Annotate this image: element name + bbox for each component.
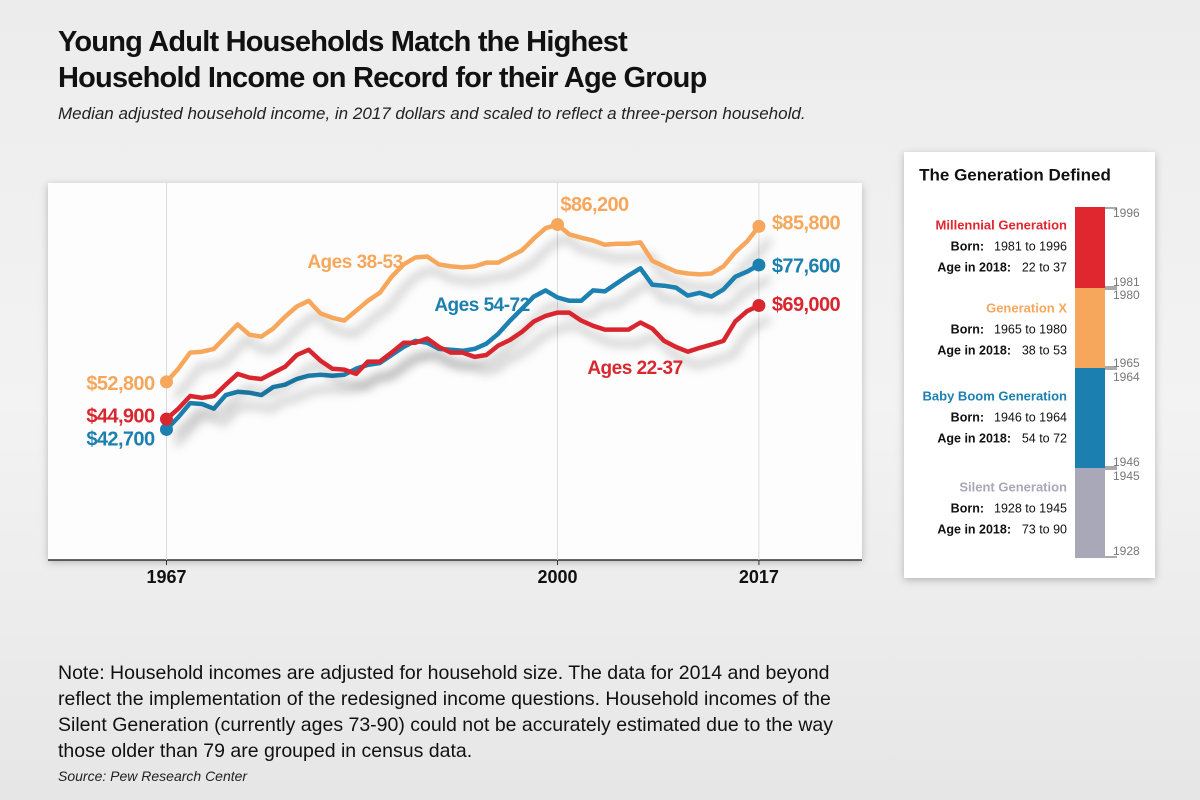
born-label: Born: <box>951 501 984 515</box>
data-label: $69,000 <box>772 294 841 316</box>
generation-name: Millennial Generation <box>936 217 1068 232</box>
year-label: 1928 <box>1113 544 1140 558</box>
source: Source: Pew Research Center <box>58 768 248 784</box>
legend-panel-title: The Generation Defined <box>919 165 1111 184</box>
point-marker <box>752 258 766 272</box>
title-line: Household Income on Record for their Age… <box>58 62 707 94</box>
x-tick-label: 2017 <box>739 567 779 587</box>
title-line: Young Adult Households Match the Highest <box>58 26 628 58</box>
series-line <box>164 303 762 422</box>
year-label: 1996 <box>1113 206 1140 220</box>
series-label: Ages 38-53 <box>307 252 402 273</box>
data-label: $86,200 <box>560 194 629 216</box>
born-value: 1928 to 1945 <box>994 501 1067 515</box>
legend-panel <box>904 152 1155 578</box>
data-label: $85,800 <box>772 213 841 235</box>
plot-panel <box>48 183 862 560</box>
year-label: 1945 <box>1113 469 1140 483</box>
generation-name: Silent Generation <box>959 479 1067 494</box>
point-marker <box>752 219 766 233</box>
born-label: Born: <box>951 239 984 253</box>
chart-title: Young Adult Households Match the Highest… <box>58 24 707 96</box>
age-value: 38 to 53 <box>1022 343 1067 357</box>
generation-name: Generation X <box>986 300 1067 315</box>
point-marker <box>159 422 173 436</box>
year-label: 1981 <box>1113 275 1140 289</box>
age-value: 73 to 90 <box>1022 522 1067 536</box>
year-label: 1964 <box>1113 370 1140 384</box>
age-value: 54 to 72 <box>1022 431 1067 445</box>
year-label: 1946 <box>1113 455 1140 469</box>
plot: 1967 2000 2017 Ages 38-53 Ages 54-72 Ages 22-… <box>86 183 841 587</box>
born-label: Born: <box>951 410 984 424</box>
generation-bar <box>1075 468 1105 558</box>
generation-bar <box>1075 288 1105 368</box>
x-tick-label: 2000 <box>537 567 577 587</box>
point-marker <box>159 412 173 426</box>
year-label: 1965 <box>1113 356 1140 370</box>
data-label: $44,900 <box>86 405 155 427</box>
generation-bar <box>1075 368 1105 468</box>
born-value: 1981 to 1996 <box>994 239 1067 253</box>
note: Note: Household incomes are adjusted for… <box>58 662 834 762</box>
series-label: Ages 54-72 <box>434 295 529 316</box>
born-value: 1965 to 1980 <box>994 322 1067 336</box>
data-label: $77,600 <box>772 255 841 277</box>
x-tick-label: 1967 <box>146 567 186 587</box>
born-value: 1946 to 1964 <box>994 410 1067 424</box>
series-line <box>164 222 762 385</box>
series-label: Ages 22-37 <box>587 358 682 379</box>
year-label: 1980 <box>1113 288 1140 302</box>
age-label: Age in 2018: <box>937 260 1011 274</box>
point-marker <box>752 299 766 313</box>
data-label: $42,700 <box>86 429 155 451</box>
subtitle: Median adjusted household income, in 201… <box>58 104 806 123</box>
age-label: Age in 2018: <box>937 431 1011 445</box>
point-marker <box>550 217 564 231</box>
generation-name: Baby Boom Generation <box>923 388 1068 403</box>
age-value: 22 to 37 <box>1022 260 1067 274</box>
point-marker <box>159 375 173 389</box>
generations: Millennial Generation 1981 to 1996 Born: 22… <box>923 206 1140 558</box>
data-label: $52,800 <box>86 373 155 395</box>
generation-bar <box>1075 207 1105 288</box>
age-label: Age in 2018: <box>937 522 1011 536</box>
born-label: Born: <box>951 322 984 336</box>
age-label: Age in 2018: <box>937 343 1011 357</box>
